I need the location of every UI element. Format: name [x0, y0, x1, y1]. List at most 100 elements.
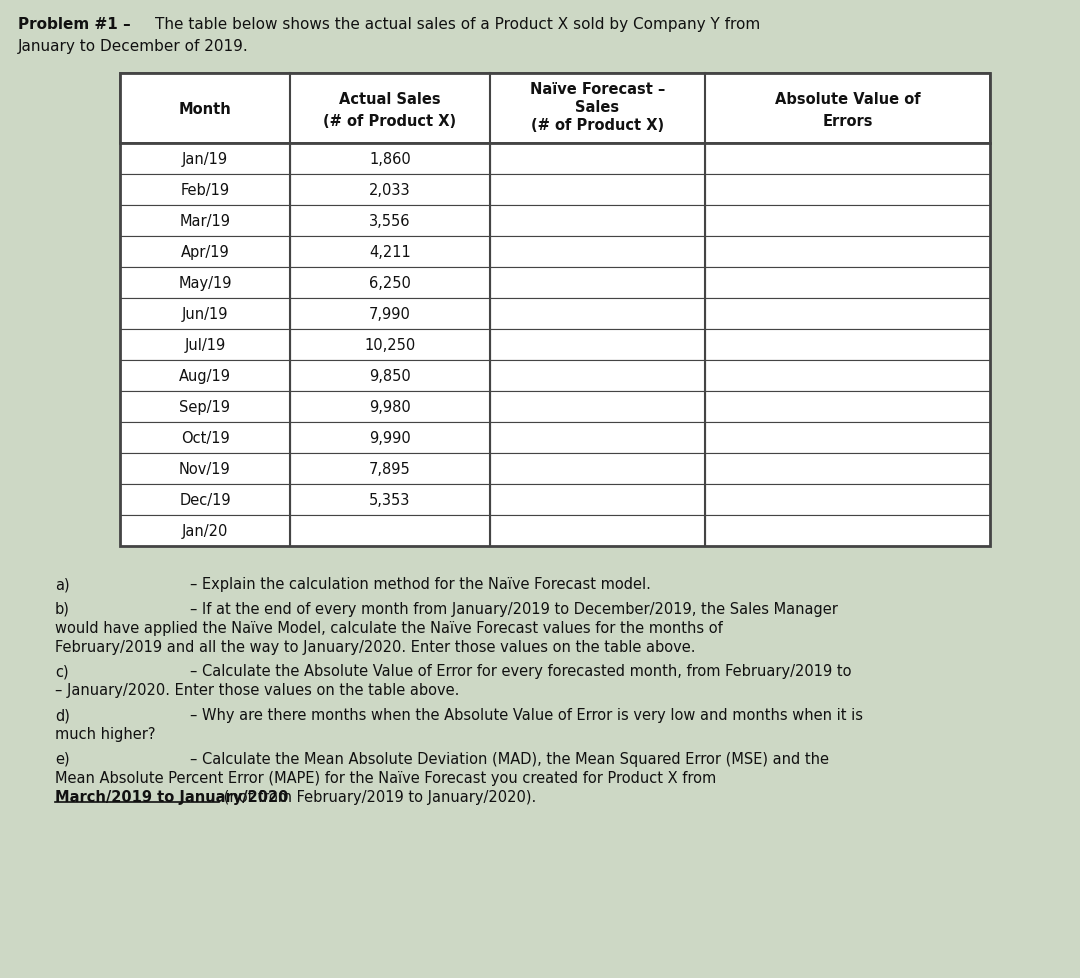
Text: Sep/19: Sep/19: [179, 400, 230, 415]
Bar: [291, 361, 490, 391]
Text: Errors: Errors: [822, 113, 873, 128]
Text: 9,980: 9,980: [369, 400, 410, 415]
Text: The table below shows the actual sales of a Product X sold by Company Y from: The table below shows the actual sales o…: [156, 17, 760, 32]
Bar: [705, 515, 990, 547]
Bar: [705, 268, 990, 298]
Bar: [490, 330, 705, 361]
Text: Jan/19: Jan/19: [181, 152, 228, 167]
Text: Jul/19: Jul/19: [185, 337, 226, 353]
Text: May/19: May/19: [178, 276, 232, 290]
Bar: [291, 205, 490, 237]
Text: Actual Sales: Actual Sales: [339, 92, 441, 108]
Text: Mean Absolute Percent Error (MAPE) for the Naïve Forecast you created for Produc: Mean Absolute Percent Error (MAPE) for t…: [55, 770, 716, 785]
Bar: [291, 454, 490, 484]
Text: – If at the end of every month from January/2019 to December/2019, the Sales Man: – If at the end of every month from Janu…: [190, 601, 838, 616]
Bar: [705, 298, 990, 330]
Bar: [490, 144, 705, 175]
Text: Naïve Forecast –: Naïve Forecast –: [530, 81, 665, 97]
Text: – Calculate the Absolute Value of Error for every forecasted month, from Februar: – Calculate the Absolute Value of Error …: [190, 664, 851, 679]
Bar: [705, 330, 990, 361]
Bar: [490, 391, 705, 422]
Text: Month: Month: [178, 102, 231, 116]
Text: Jan/20: Jan/20: [181, 523, 228, 539]
Text: a): a): [55, 576, 69, 592]
Text: (# of Product X): (# of Product X): [323, 113, 457, 128]
Text: Problem #1 –: Problem #1 –: [18, 17, 131, 32]
Text: d): d): [55, 707, 70, 723]
Text: 7,990: 7,990: [369, 307, 410, 322]
Bar: [120, 237, 291, 268]
Bar: [120, 175, 291, 205]
Bar: [291, 74, 490, 144]
Text: (# of Product X): (# of Product X): [531, 117, 664, 132]
Bar: [291, 268, 490, 298]
Bar: [120, 298, 291, 330]
Bar: [490, 515, 705, 547]
Bar: [291, 237, 490, 268]
Text: Jun/19: Jun/19: [181, 307, 228, 322]
Text: Sales: Sales: [576, 100, 620, 114]
Bar: [705, 422, 990, 454]
Text: Feb/19: Feb/19: [180, 183, 230, 198]
Bar: [120, 74, 990, 547]
Bar: [490, 454, 705, 484]
Text: – Why are there months when the Absolute Value of Error is very low and months w: – Why are there months when the Absolute…: [190, 707, 863, 723]
Bar: [120, 484, 291, 515]
Bar: [291, 144, 490, 175]
Text: February/2019 and all the way to January/2020. Enter those values on the table a: February/2019 and all the way to January…: [55, 639, 696, 654]
Text: 9,990: 9,990: [369, 430, 410, 446]
Bar: [705, 391, 990, 422]
Text: Nov/19: Nov/19: [179, 462, 231, 476]
Text: Absolute Value of: Absolute Value of: [774, 92, 920, 108]
Bar: [490, 205, 705, 237]
Text: Oct/19: Oct/19: [180, 430, 229, 446]
Bar: [120, 74, 291, 144]
Bar: [120, 515, 291, 547]
Bar: [705, 205, 990, 237]
Bar: [490, 422, 705, 454]
Text: Dec/19: Dec/19: [179, 493, 231, 508]
Text: e): e): [55, 751, 69, 766]
Text: 4,211: 4,211: [369, 244, 410, 260]
Text: 2,033: 2,033: [369, 183, 410, 198]
Bar: [490, 361, 705, 391]
Text: – January/2020. Enter those values on the table above.: – January/2020. Enter those values on th…: [55, 683, 459, 697]
Text: 6,250: 6,250: [369, 276, 410, 290]
Text: March/2019 to January/2020: March/2019 to January/2020: [55, 789, 288, 804]
Text: 9,850: 9,850: [369, 369, 410, 383]
Bar: [490, 268, 705, 298]
Bar: [490, 484, 705, 515]
Bar: [120, 361, 291, 391]
Text: would have applied the Naïve Model, calculate the Naïve Forecast values for the : would have applied the Naïve Model, calc…: [55, 620, 723, 635]
Text: much higher?: much higher?: [55, 727, 156, 741]
Bar: [490, 74, 705, 144]
Bar: [291, 515, 490, 547]
Bar: [291, 391, 490, 422]
Text: 5,353: 5,353: [369, 493, 410, 508]
Text: Apr/19: Apr/19: [180, 244, 229, 260]
Bar: [291, 298, 490, 330]
Bar: [291, 330, 490, 361]
Bar: [705, 144, 990, 175]
Bar: [705, 237, 990, 268]
Text: – Calculate the Mean Absolute Deviation (MAD), the Mean Squared Error (MSE) and : – Calculate the Mean Absolute Deviation …: [190, 751, 829, 766]
Text: 3,556: 3,556: [369, 214, 410, 229]
Bar: [120, 422, 291, 454]
Text: b): b): [55, 601, 70, 616]
Bar: [705, 454, 990, 484]
Text: 1,860: 1,860: [369, 152, 410, 167]
Bar: [705, 361, 990, 391]
Text: Aug/19: Aug/19: [179, 369, 231, 383]
Bar: [705, 175, 990, 205]
Bar: [120, 74, 990, 547]
Bar: [705, 484, 990, 515]
Text: – Explain the calculation method for the Naïve Forecast model.: – Explain the calculation method for the…: [190, 576, 651, 592]
Text: 7,895: 7,895: [369, 462, 410, 476]
Bar: [490, 175, 705, 205]
Bar: [120, 268, 291, 298]
Bar: [291, 484, 490, 515]
Text: (not from February/2019 to January/2020).: (not from February/2019 to January/2020)…: [219, 789, 536, 804]
Text: c): c): [55, 664, 69, 679]
Bar: [490, 298, 705, 330]
Bar: [705, 74, 990, 144]
